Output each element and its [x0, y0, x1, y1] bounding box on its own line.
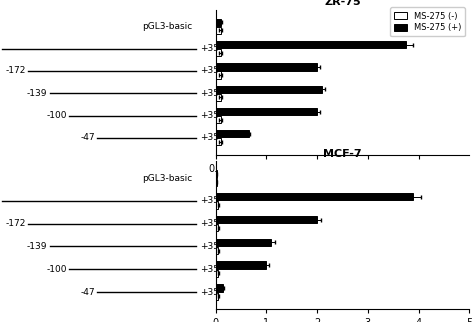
Bar	[216, 19, 221, 26]
Bar	[216, 239, 272, 246]
Text: -47: -47	[80, 133, 95, 142]
Bar	[216, 108, 317, 115]
Text: +35: +35	[201, 242, 219, 251]
Text: -172: -172	[6, 66, 26, 75]
Text: +35: +35	[201, 111, 219, 120]
Bar	[216, 41, 406, 48]
Bar	[216, 71, 221, 79]
Text: -139: -139	[27, 89, 47, 98]
Text: pGL3-basic: pGL3-basic	[142, 22, 192, 31]
Bar	[216, 216, 317, 223]
Bar	[216, 49, 221, 56]
X-axis label: Luciferase activity: Luciferase activity	[292, 179, 393, 189]
Bar	[216, 130, 249, 137]
Text: -47: -47	[80, 288, 95, 297]
Bar	[216, 261, 266, 269]
Text: +35: +35	[201, 44, 219, 53]
Bar	[216, 224, 218, 232]
Bar	[216, 138, 221, 146]
Text: -172: -172	[6, 219, 26, 228]
Bar	[216, 170, 217, 178]
Bar	[216, 27, 221, 34]
Text: +35: +35	[201, 133, 219, 142]
Bar	[216, 247, 218, 254]
Title: ZR-75: ZR-75	[324, 0, 361, 7]
Bar	[216, 63, 317, 71]
Bar	[216, 116, 221, 123]
Title: MCF-7: MCF-7	[323, 149, 362, 159]
Text: pGL3-basic: pGL3-basic	[142, 174, 192, 183]
Text: +35: +35	[201, 288, 219, 297]
Bar	[216, 193, 413, 200]
Bar	[216, 94, 221, 101]
Text: -139: -139	[27, 242, 47, 251]
Bar	[216, 270, 218, 277]
Text: +35: +35	[201, 66, 219, 75]
Text: +35: +35	[201, 196, 219, 205]
Bar	[216, 292, 218, 300]
Bar	[216, 284, 223, 292]
Text: -100: -100	[46, 265, 67, 274]
Legend: MS-275 (-), MS-275 (+): MS-275 (-), MS-275 (+)	[390, 7, 465, 36]
Bar	[216, 86, 322, 93]
Text: +35: +35	[201, 265, 219, 274]
Text: +35: +35	[201, 219, 219, 228]
Text: +35: +35	[201, 89, 219, 98]
Bar	[216, 178, 217, 186]
Text: -100: -100	[46, 111, 67, 120]
Bar	[216, 201, 218, 209]
